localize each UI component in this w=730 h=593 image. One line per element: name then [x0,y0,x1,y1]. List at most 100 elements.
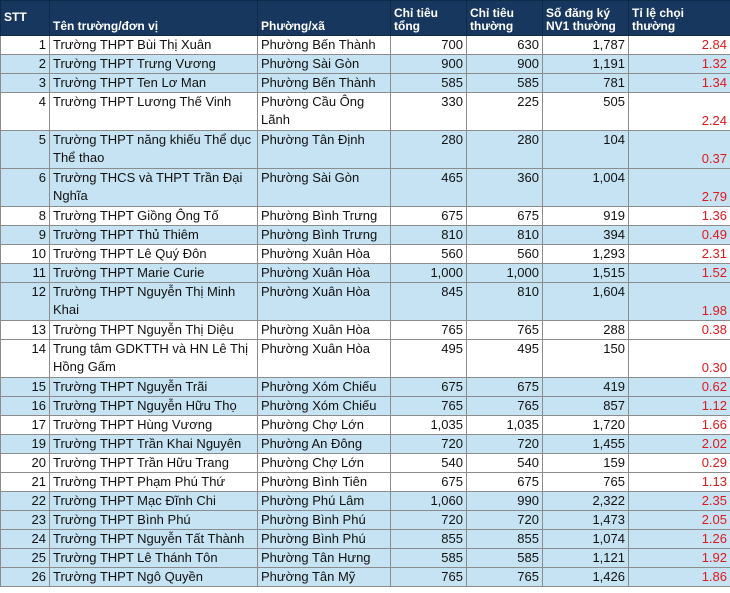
row-quota-regular: 540 [466,453,543,473]
row-quota-regular: 765 [466,320,543,340]
row-quota-regular: 765 [466,396,543,416]
row-ratio: 0.38 [628,320,730,340]
row-unit: Trường THPT Nguyễn Trãi [49,377,258,397]
row-quota-total: 810 [390,225,467,245]
header-unit: Tên trường/đơn vị [49,0,258,36]
row-stt: 22 [0,491,50,511]
row-stt: 2 [0,54,50,74]
row-stt: 5 [0,130,50,169]
row-ratio: 1.13 [628,472,730,492]
row-unit: Trường THPT Lê Thánh Tôn [49,548,258,568]
row-ratio: 1.92 [628,548,730,568]
table-row: 15 Trường THPT Nguyễn Trãi Phường Xóm Chiế… [0,377,730,397]
row-quota-total: 1,060 [390,491,467,511]
row-quota-total: 1,000 [390,263,467,283]
row-ratio: 2.24 [628,92,730,131]
row-quota-regular: 720 [466,434,543,454]
header-quota-regular-line1: Chỉ tiêu [470,6,514,20]
row-stt: 8 [0,206,50,226]
table-row: 2 Trường THPT Trưng Vương Phường Sài Gòn 90… [0,54,730,74]
row-quota-total: 900 [390,54,467,74]
row-unit: Trường THPT Nguyễn Hữu Thọ [49,396,258,416]
table-row: 21 Trường THPT Phạm Phú Thứ Phường Bình Ti… [0,472,730,492]
table-row: 12 Trường THPT Nguyễn Thị Minh Khai Phường… [0,282,730,321]
row-quota-total: 330 [390,92,467,131]
row-quota-total: 540 [390,453,467,473]
row-quota-regular: 675 [466,206,543,226]
row-quota-regular: 765 [466,567,543,587]
table-row: 11 Trường THPT Marie Curie Phường Xuân Hòa… [0,263,730,283]
row-quota-regular: 675 [466,472,543,492]
row-registrations: 505 [542,92,629,131]
table-row: 19 Trường THPT Trần Khai Nguyên Phường An … [0,434,730,454]
header-registrations-line2: NV1 thường [546,19,616,33]
table-row: 24 Trường THPT Nguyễn Tất Thành Phường Bìn… [0,529,730,549]
row-ward: Phường Xuân Hòa [257,282,391,321]
row-registrations: 765 [542,472,629,492]
header-quota-total: Chỉ tiêu tổng [390,0,467,36]
row-quota-total: 675 [390,472,467,492]
row-quota-regular: 1,035 [466,415,543,435]
row-ward: Phường Xuân Hòa [257,244,391,264]
row-unit: Trường THPT Lương Thế Vinh [49,92,258,131]
row-quota-regular: 720 [466,510,543,530]
row-unit: Trường THPT Nguyễn Tất Thành [49,529,258,549]
row-stt: 20 [0,453,50,473]
row-quota-total: 495 [390,339,467,378]
row-ratio: 0.30 [628,339,730,378]
table-header: STT Tên trường/đơn vị Phường/xã Chỉ tiêu… [0,0,730,36]
table-row: 26 Trường THPT Ngô Quyền Phường Tân Mỹ 765 7… [0,567,730,587]
row-quota-regular: 675 [466,377,543,397]
row-quota-regular: 495 [466,339,543,378]
row-ratio: 1.66 [628,415,730,435]
row-quota-total: 585 [390,73,467,93]
row-registrations: 159 [542,453,629,473]
row-stt: 6 [0,168,50,207]
row-quota-total: 765 [390,320,467,340]
row-unit: Trường THPT năng khiếu Thể dục Thể thao [49,130,258,169]
table-row: 6 Trường THCS và THPT Trần Đại Nghĩa Phườn… [0,168,730,207]
header-quota-total-line2: tổng [394,19,420,33]
row-registrations: 1,074 [542,529,629,549]
table-row: 10 Trường THPT Lê Quý Đôn Phường Xuân Hòa 5… [0,244,730,264]
row-registrations: 1,426 [542,567,629,587]
row-ward: Phường Chợ Lớn [257,415,391,435]
row-quota-total: 765 [390,396,467,416]
row-ratio: 1.12 [628,396,730,416]
row-registrations: 857 [542,396,629,416]
row-stt: 21 [0,472,50,492]
row-ward: Phường Chợ Lớn [257,453,391,473]
row-quota-total: 1,035 [390,415,467,435]
row-stt: 13 [0,320,50,340]
row-ward: Phường Bến Thành [257,35,391,55]
row-registrations: 1,004 [542,168,629,207]
row-unit: Trường THCS và THPT Trần Đại Nghĩa [49,168,258,207]
row-quota-regular: 360 [466,168,543,207]
row-quota-regular: 585 [466,73,543,93]
row-stt: 24 [0,529,50,549]
row-unit: Trung tâm GDKTTH và HN Lê Thị Hồng Gấm [49,339,258,378]
row-ward: Phường Tân Mỹ [257,567,391,587]
header-quota-regular-line2: thường [470,19,514,33]
row-registrations: 1,473 [542,510,629,530]
row-quota-regular: 810 [466,225,543,245]
row-quota-regular: 280 [466,130,543,169]
row-ward: Phường Sài Gòn [257,168,391,207]
table-row: 1 Trường THPT Bùi Thị Xuân Phường Bến Thàn… [0,35,730,55]
row-quota-total: 585 [390,548,467,568]
row-registrations: 1,604 [542,282,629,321]
row-stt: 11 [0,263,50,283]
row-ward: Phường An Đông [257,434,391,454]
row-stt: 3 [0,73,50,93]
row-ward: Phường Tân Định [257,130,391,169]
row-quota-total: 465 [390,168,467,207]
table-row: 23 Trường THPT Bình Phú Phường Bình Phú 720… [0,510,730,530]
row-registrations: 1,787 [542,35,629,55]
row-unit: Trường THPT Hùng Vương [49,415,258,435]
header-ward: Phường/xã [257,0,391,36]
row-unit: Trường THPT Ngô Quyền [49,567,258,587]
row-quota-total: 675 [390,377,467,397]
header-quota-total-line1: Chỉ tiêu [394,6,438,20]
row-registrations: 419 [542,377,629,397]
table-row: 20 Trường THPT Trần Hữu Trang Phường Chợ L… [0,453,730,473]
